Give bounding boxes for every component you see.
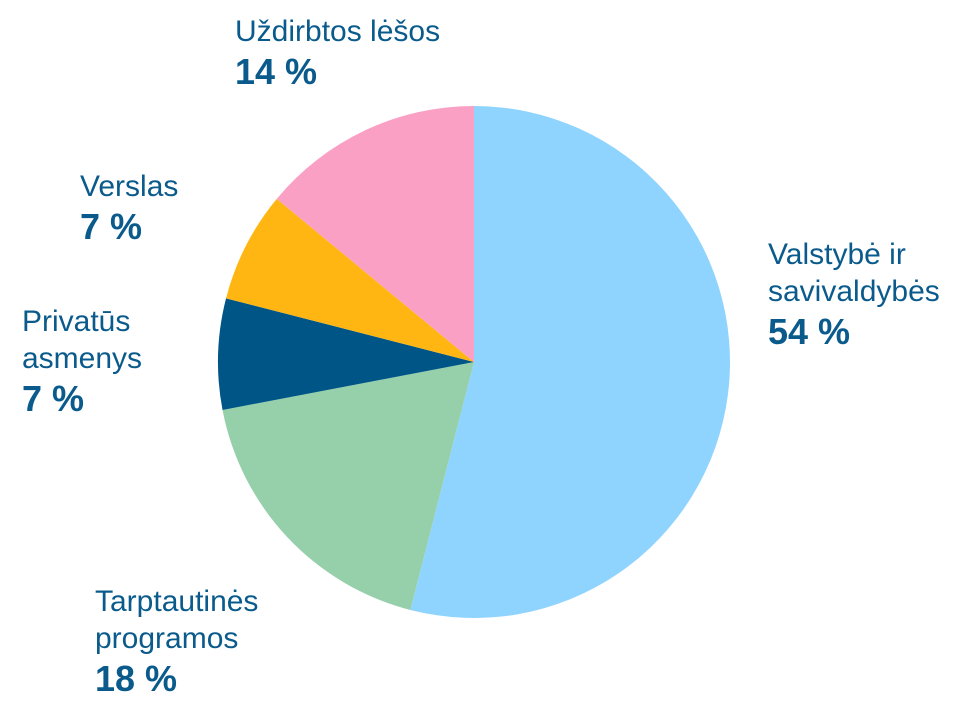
pie-slice: [410, 106, 731, 619]
slice-label: Uždirbtos lėšos 14 %: [235, 13, 555, 94]
category-label: Valstybė ir savivaldybės: [768, 238, 940, 308]
pie-slice: [222, 362, 474, 610]
value-label: 14 %: [235, 51, 318, 92]
value-label: 54 %: [768, 311, 851, 352]
category-label: Tarptautinės programos: [95, 585, 259, 655]
slice-label: Valstybė ir savivaldybės 54 %: [768, 236, 976, 354]
slice-label: Tarptautinės programos 18 %: [95, 583, 315, 701]
pie-slice: [276, 106, 474, 362]
value-label: 7 %: [80, 206, 143, 247]
category-label: Verslas: [80, 170, 179, 203]
value-label: 7 %: [22, 378, 85, 419]
pie-slice: [226, 198, 474, 362]
slice-label: Verslas 7 %: [80, 168, 280, 249]
category-label: Uždirbtos lėšos: [235, 15, 441, 48]
category-label: Privatūs asmenys: [22, 305, 143, 375]
value-label: 18 %: [95, 658, 178, 699]
slice-label: Privatūs asmenys 7 %: [22, 303, 182, 421]
pie-slice: [218, 298, 474, 410]
